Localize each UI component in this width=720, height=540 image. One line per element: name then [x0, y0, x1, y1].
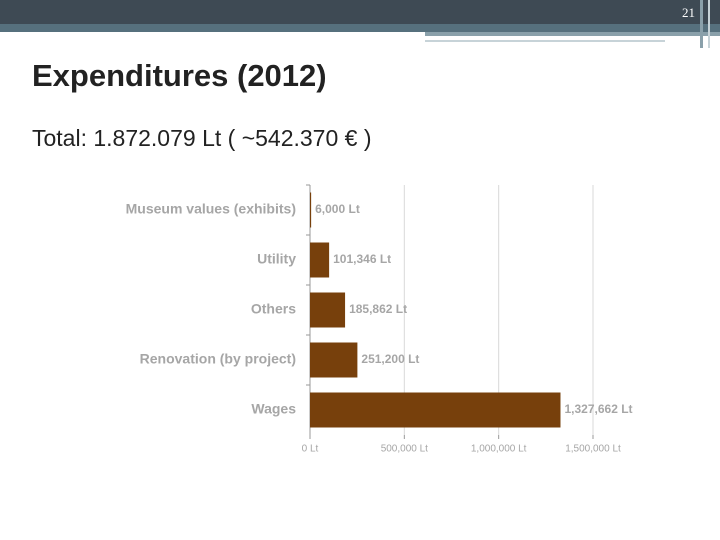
y-tick-label: Others: [251, 301, 296, 317]
data-label: 101,346 Lt: [333, 252, 391, 266]
data-label: 1,327,662 Lt: [564, 402, 632, 416]
header-stripe: [0, 24, 720, 32]
y-tick-label: Renovation (by project): [140, 351, 296, 367]
header-stripe: [425, 32, 720, 36]
x-tick-label: 500,000 Lt: [381, 444, 428, 455]
x-tick-label: 1,500,000 Lt: [565, 444, 621, 455]
x-tick-label: 1,000,000 Lt: [471, 444, 527, 455]
bar: [310, 292, 346, 328]
data-label: 6,000 Lt: [315, 202, 360, 216]
x-tick-label: 0 Lt: [302, 444, 319, 455]
header-bar: [0, 0, 720, 24]
bar: [310, 192, 312, 228]
header-stripe: [708, 0, 710, 48]
slide-title: Expenditures (2012): [32, 58, 327, 93]
header-stripe: [425, 40, 665, 42]
data-label: 251,200 Lt: [361, 352, 419, 366]
header-stripe: [700, 0, 703, 48]
data-label: 185,862 Lt: [349, 302, 407, 316]
page-number: 21: [682, 5, 695, 20]
bar: [310, 242, 330, 278]
y-tick-label: Museum values (exhibits): [126, 201, 296, 217]
slide-subtitle: Total: 1.872.079 Lt ( ~542.370 € ): [32, 125, 372, 151]
bar: [310, 392, 561, 428]
y-tick-label: Utility: [257, 251, 296, 267]
y-tick-label: Wages: [251, 401, 296, 417]
bar: [310, 342, 358, 378]
